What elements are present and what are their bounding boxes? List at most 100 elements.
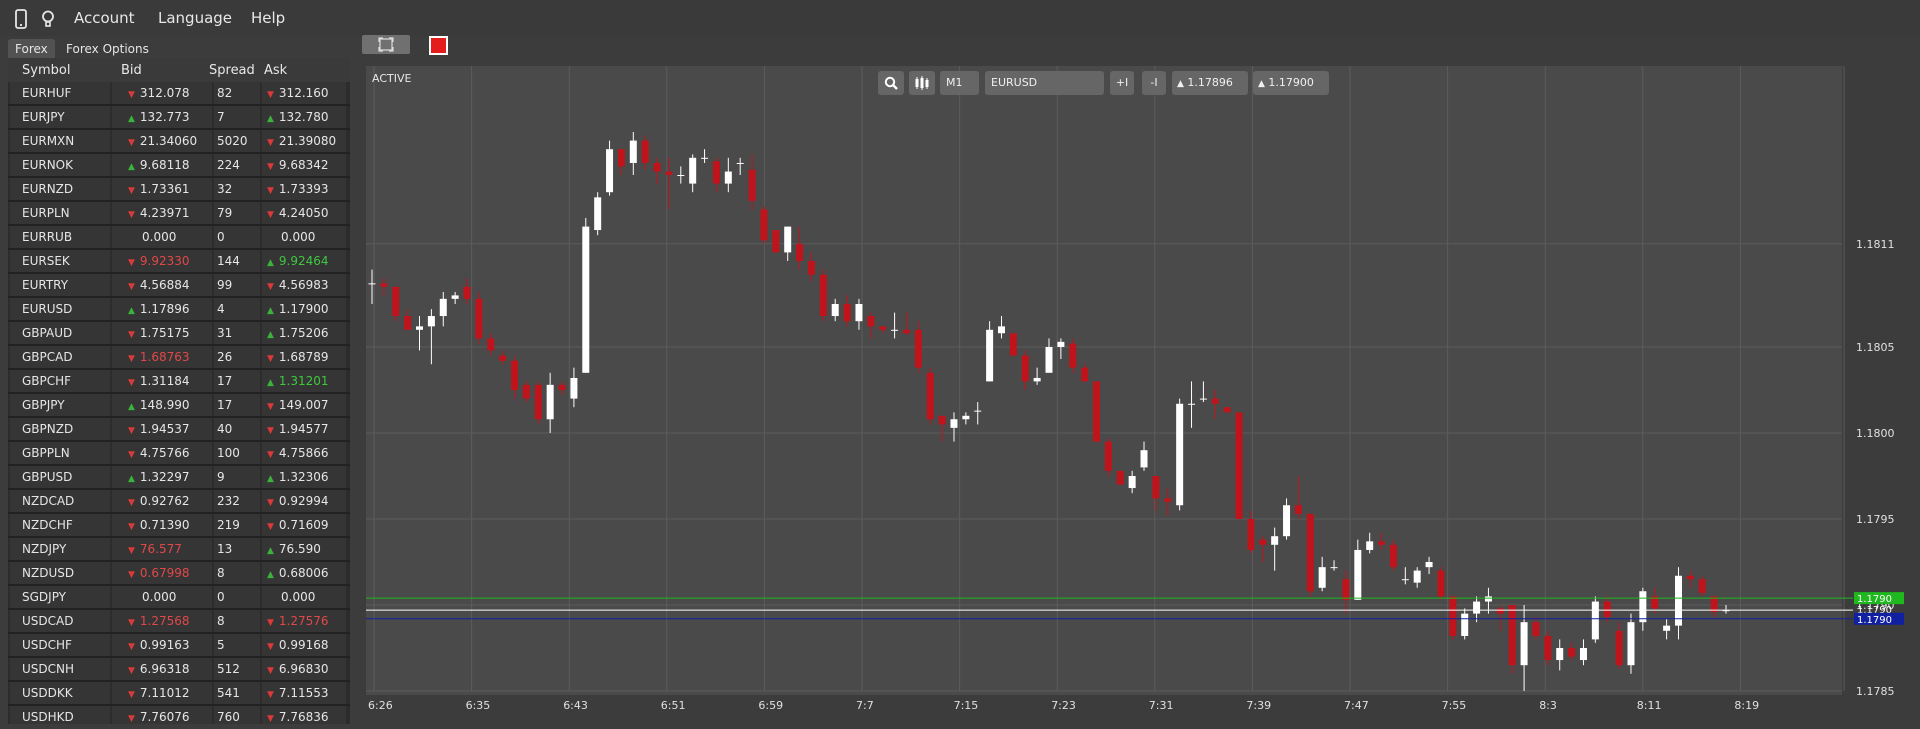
tab-forex[interactable]: Forex xyxy=(8,39,55,59)
table-row[interactable]: USDHKD ▼ 7.76076 760 ▼ 7.76836 xyxy=(8,706,350,724)
table-row[interactable]: NZDJPY ▼ 76.577 13 ▲ 76.590 xyxy=(8,538,350,560)
ask-direction-icon: ▼ xyxy=(267,522,274,532)
ask-cell: ▼ 9.68342 xyxy=(262,154,346,176)
spread-cell: 13 xyxy=(214,538,260,560)
table-row[interactable]: EURHUF ▼ 312.078 82 ▼ 312.160 xyxy=(8,82,350,104)
ask-value: 1.31201 xyxy=(278,374,329,388)
candle-body xyxy=(1556,648,1564,661)
symbol-cell: NZDJPY xyxy=(10,538,110,560)
ask-cell: 0.000 xyxy=(262,226,346,248)
table-row[interactable]: EURSEK ▼ 9.92330 144 ▲ 9.92464 xyxy=(8,250,350,272)
candle-body xyxy=(1318,567,1326,588)
ask-cell: ▼ 312.160 xyxy=(262,82,346,104)
chart-type-button[interactable] xyxy=(909,71,935,95)
bid-direction-icon: ▼ xyxy=(128,354,135,364)
menu-language[interactable]: Language xyxy=(158,9,233,27)
table-row[interactable]: EURNOK ▲ 9.68118 224 ▼ 9.68342 xyxy=(8,154,350,176)
ask-direction-icon: ▼ xyxy=(267,162,274,172)
table-row[interactable]: GBPNZD ▼ 1.94537 40 ▼ 1.94577 xyxy=(8,418,350,440)
sell-bid-button[interactable]: ▲ 1.17896 xyxy=(1172,71,1248,95)
bid-cell: ▲ 1.32297 xyxy=(112,466,212,488)
timeframe-select[interactable]: M1 xyxy=(940,71,979,95)
table-row[interactable]: GBPCAD ▼ 1.68763 26 ▼ 1.68789 xyxy=(8,346,350,368)
table-row[interactable]: NZDCAD ▼ 0.92762 232 ▼ 0.92994 xyxy=(8,490,350,512)
candle-body xyxy=(1283,505,1291,537)
x-tick-label: 8:11 xyxy=(1637,699,1662,712)
symbol-cell: NZDCAD xyxy=(10,490,110,512)
table-row[interactable]: SGDJPY 0.000 0 0.000 xyxy=(8,586,350,608)
fullscreen-button[interactable] xyxy=(362,35,410,54)
ask-cell: ▼ 0.71609 xyxy=(262,514,346,536)
zoom-out-button[interactable]: -I xyxy=(1142,71,1166,95)
candle-body xyxy=(1401,579,1409,581)
table-row[interactable]: NZDCHF ▼ 0.71390 219 ▼ 0.71609 xyxy=(8,514,350,536)
tab-forex-options[interactable]: Forex Options xyxy=(66,42,149,56)
bid-value: 0.92762 xyxy=(139,494,190,508)
table-row[interactable]: EURJPY ▲ 132.773 7 ▲ 132.780 xyxy=(8,106,350,128)
table-row[interactable]: EURRUB 0.000 0 0.000 xyxy=(8,226,350,248)
menu-help[interactable]: Help xyxy=(251,9,286,27)
candle-body xyxy=(1366,541,1374,550)
menu-account[interactable]: Account xyxy=(74,9,135,27)
table-row[interactable]: GBPPLN ▼ 4.75766 100 ▼ 4.75866 xyxy=(8,442,350,464)
y-tick-label: 1.1800 xyxy=(1856,427,1895,440)
bid-direction-icon: ▼ xyxy=(128,426,135,436)
candle-body xyxy=(1627,622,1635,666)
ask-value: 0.71609 xyxy=(278,518,329,532)
candle-body xyxy=(1698,579,1706,593)
bid-cell: ▼ 1.68763 xyxy=(112,346,212,368)
table-row[interactable]: GBPUSD ▲ 1.32297 9 ▲ 1.32306 xyxy=(8,466,350,488)
x-tick-label: 6:26 xyxy=(368,699,393,712)
price-marker xyxy=(1854,612,1904,625)
candle-body xyxy=(1461,613,1469,636)
candle-body xyxy=(1639,591,1647,623)
symbol-cell: GBPCHF xyxy=(10,370,110,392)
x-tick-label: 7:31 xyxy=(1149,699,1174,712)
mobile-phone-icon[interactable] xyxy=(12,9,30,29)
header-bid[interactable]: Bid xyxy=(121,63,142,78)
bid-cell: ▼ 0.99163 xyxy=(112,634,212,656)
bid-value: 4.23971 xyxy=(139,206,190,220)
candle-body xyxy=(1033,377,1041,382)
bid-direction-icon: ▼ xyxy=(128,642,135,652)
table-row[interactable]: GBPAUD ▼ 1.75175 31 ▲ 1.75206 xyxy=(8,322,350,344)
table-row[interactable]: USDCNH ▼ 6.96318 512 ▼ 6.96830 xyxy=(8,658,350,680)
header-spread[interactable]: Spread xyxy=(209,63,255,78)
x-tick-label: 7:15 xyxy=(954,699,979,712)
bid-value: 1.75175 xyxy=(139,326,190,340)
table-row[interactable]: USDCAD ▼ 1.27568 8 ▼ 1.27576 xyxy=(8,610,350,632)
table-row[interactable]: GBPJPY ▲ 148.990 17 ▼ 149.007 xyxy=(8,394,350,416)
lightbulb-icon[interactable] xyxy=(39,9,57,27)
ask-direction-icon: ▼ xyxy=(267,90,274,100)
table-row[interactable]: EURMXN ▼ 21.34060 5020 ▼ 21.39080 xyxy=(8,130,350,152)
spread-cell: 5 xyxy=(214,634,260,656)
zoom-in-button[interactable]: +I xyxy=(1110,71,1134,95)
candle-body xyxy=(926,372,934,420)
top-menu-bar: Account Language Help xyxy=(0,0,1920,36)
table-row[interactable]: NZDUSD ▼ 0.67998 8 ▲ 0.68006 xyxy=(8,562,350,584)
candle-body xyxy=(1057,341,1065,347)
candle-body xyxy=(1021,355,1029,382)
table-row[interactable]: EURTRY ▼ 4.56884 99 ▼ 4.56983 xyxy=(8,274,350,296)
zoom-search-button[interactable] xyxy=(878,71,904,95)
candle-body xyxy=(819,274,827,317)
candle-body xyxy=(1294,505,1302,514)
stop-button[interactable] xyxy=(429,36,448,55)
candlestick-chart[interactable]: 1.1811 1.1805 1.1800 1.1795 1.1790 1.1785 6:26… xyxy=(364,66,1920,724)
candle-body xyxy=(1389,544,1397,568)
buy-ask-button[interactable]: ▲ 1.17900 xyxy=(1253,71,1329,95)
bid-value: 0.99163 xyxy=(139,638,190,652)
header-symbol[interactable]: Symbol xyxy=(22,63,71,78)
header-ask[interactable]: Ask xyxy=(264,63,288,78)
table-row[interactable]: EURUSD ▲ 1.17896 4 ▲ 1.17900 xyxy=(8,298,350,320)
table-row[interactable]: GBPCHF ▼ 1.31184 17 ▲ 1.31201 xyxy=(8,370,350,392)
ask-direction-icon: ▼ xyxy=(267,282,274,292)
table-row[interactable]: USDCHF ▼ 0.99163 5 ▼ 0.99168 xyxy=(8,634,350,656)
candle-body xyxy=(511,360,519,390)
symbol-cell: EURNZD xyxy=(10,178,110,200)
table-row[interactable]: EURNZD ▼ 1.73361 32 ▼ 1.73393 xyxy=(8,178,350,200)
table-row[interactable]: USDDKK ▼ 7.11012 541 ▼ 7.11553 xyxy=(8,682,350,704)
table-row[interactable]: EURPLN ▼ 4.23971 79 ▼ 4.24050 xyxy=(8,202,350,224)
bid-cell: ▼ 4.56884 xyxy=(112,274,212,296)
symbol-select[interactable]: EURUSD xyxy=(985,71,1104,95)
